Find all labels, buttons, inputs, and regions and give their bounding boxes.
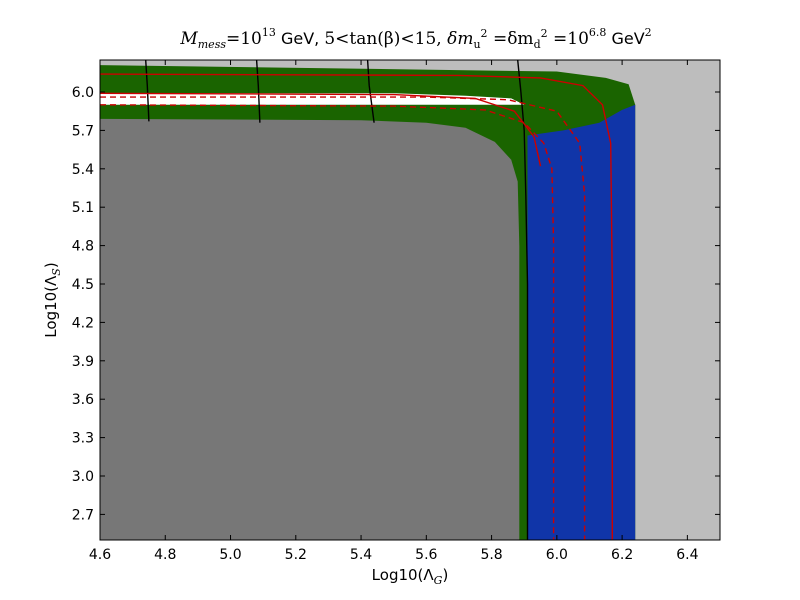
contour-solid-2 <box>255 60 261 123</box>
y-tick-label: 4.5 <box>72 277 94 293</box>
title-tan: 5<tan(β)<15, <box>324 29 447 49</box>
x-tick-label: 6.4 <box>676 547 698 563</box>
title-dmd-sub: d <box>534 38 541 51</box>
y-axis: 2.7 3.0 3.3 3.6 3.9 4.2 4.5 4.8 5.1 5.4 5.7 6.0 <box>72 85 720 523</box>
y-tick-label: 5.4 <box>72 162 94 178</box>
y-tick-label: 2.7 <box>72 507 94 523</box>
contour-solid-6 <box>100 92 542 167</box>
y-tick-label: 6.0 <box>72 85 94 101</box>
contour-solid-4 <box>517 60 529 540</box>
title-gev2: GeV <box>606 29 644 48</box>
x-axis-label-suffix: ) <box>442 566 448 584</box>
x-axis-label-sub: G <box>434 574 443 587</box>
title-m-sub: mess <box>198 38 227 51</box>
contour-solid-3 <box>366 60 375 123</box>
plot-area <box>100 60 720 540</box>
x-tick-label: 4.8 <box>154 547 176 563</box>
title-m: M <box>179 29 198 49</box>
y-axis-label-sub: S <box>50 268 63 276</box>
contour-solid-5 <box>100 73 613 540</box>
title-gev2-sup: 2 <box>645 26 652 39</box>
title-eq3: =10 <box>548 29 589 49</box>
y-axis-label: Log10(ΛS) <box>42 262 63 337</box>
x-tick-label: 5.4 <box>350 547 372 563</box>
contour-dashed-8 <box>100 104 555 540</box>
y-tick-label: 5.1 <box>72 200 94 216</box>
title-eq2: =δm <box>488 29 534 49</box>
x-axis-label-prefix: Log10(Λ <box>372 566 435 584</box>
x-tick-label: 5.8 <box>480 547 502 563</box>
axes-frame <box>99 59 721 541</box>
x-axis-label: Log10(ΛG) <box>372 566 449 587</box>
contour-lines <box>100 60 613 540</box>
title-exp1: 13 <box>262 26 276 39</box>
y-tick-label: 4.8 <box>72 239 94 255</box>
y-tick-label: 3.0 <box>72 469 94 485</box>
x-tick-label: 6.2 <box>611 547 633 563</box>
x-tick-label: 4.6 <box>89 547 111 563</box>
chart-title: Mmess=1013 GeV, 5<tan(β)<15, δmu2 =δmd2 … <box>179 26 651 51</box>
x-tick-label: 5.2 <box>285 547 307 563</box>
y-tick-label: 4.2 <box>72 315 94 331</box>
title-dmu: δm <box>447 29 473 49</box>
y-axis-label-prefix: Log10(Λ <box>42 275 60 338</box>
title-gev: GeV, <box>276 29 324 48</box>
y-tick-label: 3.9 <box>72 354 94 370</box>
contour-solid-1 <box>145 60 150 122</box>
title-dmu-sub: u <box>473 38 480 51</box>
y-tick-label: 3.6 <box>72 392 94 408</box>
region-blue <box>527 104 636 540</box>
x-tick-label: 5.0 <box>219 547 241 563</box>
title-dmd-sup: 2 <box>541 27 548 40</box>
y-tick-label: 3.3 <box>72 431 94 447</box>
x-tick-label: 5.6 <box>415 547 437 563</box>
region-gray <box>100 118 520 540</box>
y-axis-label-suffix: ) <box>42 262 60 268</box>
title-dmu-sup: 2 <box>481 27 488 40</box>
x-axis: 4.6 4.8 5.0 5.2 5.4 5.6 5.8 6.0 6.2 6.4 <box>89 60 699 563</box>
title-exp2: 6.8 <box>589 26 607 39</box>
y-tick-label: 5.7 <box>72 123 94 139</box>
x-tick-label: 6.0 <box>546 547 568 563</box>
title-eq1: =10 <box>226 29 262 49</box>
